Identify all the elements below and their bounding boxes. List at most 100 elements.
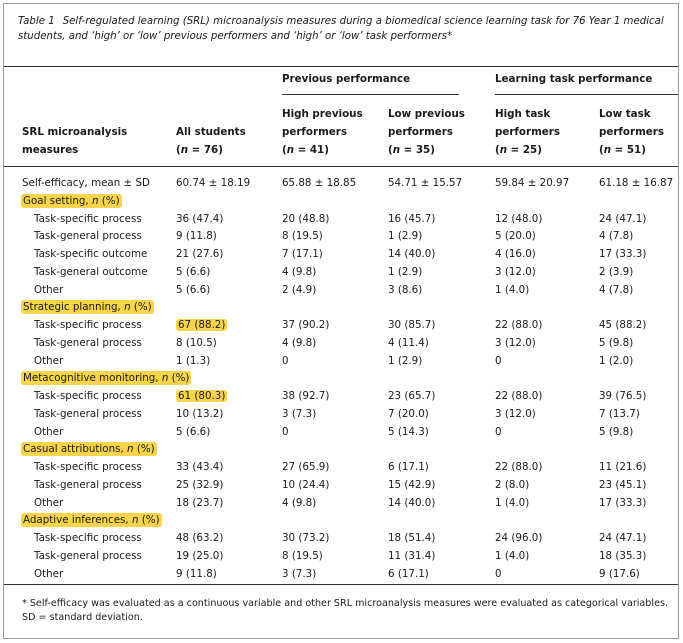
table-cell: 0	[495, 567, 502, 580]
table-cell: 3 (12.0)	[495, 336, 536, 349]
table-cell: 25 (32.9)	[176, 478, 224, 491]
table-cell: 10 (24.4)	[282, 478, 330, 491]
table-cell: 7 (13.7)	[599, 407, 640, 420]
table-cell: 9 (11.8)	[176, 230, 217, 243]
row-label: Other	[34, 354, 64, 367]
table-cell: 1 (2.9)	[388, 265, 423, 278]
table-cell: 19 (25.0)	[176, 549, 224, 562]
table-cell: 1 (2.0)	[599, 354, 634, 367]
table-cell: 23 (45.1)	[599, 478, 647, 491]
section-header: Goal setting, n (%)	[21, 193, 122, 208]
table-cell: 2 (3.9)	[599, 265, 634, 278]
table-cell: 1 (4.0)	[495, 549, 530, 562]
table-cell: 59.84 ± 20.97	[495, 177, 570, 189]
group-rule-previous	[282, 94, 459, 95]
table-cell: 24 (47.1)	[599, 212, 647, 225]
row-label: Task-specific process	[34, 390, 142, 402]
section-header: Strategic planning, n (%)	[21, 300, 154, 315]
col-header-measure: SRL microanalysis measures	[22, 126, 128, 156]
table-cell: 30 (73.2)	[282, 532, 330, 544]
table-cell: 12 (48.0)	[495, 212, 543, 225]
row-label: Other	[34, 425, 64, 438]
table-cell: 3 (7.3)	[282, 407, 317, 420]
table-cell: 54.71 ± 15.57	[388, 177, 463, 189]
table-cell: 1 (2.9)	[388, 354, 423, 367]
section-header: Casual attributions, n (%)	[21, 442, 157, 457]
col-header-all: All students (n = 76)	[176, 126, 246, 156]
table-cell: 9 (11.8)	[176, 567, 217, 580]
table-cell: 5 (6.6)	[176, 283, 211, 296]
table-cell: 38 (92.7)	[282, 390, 330, 402]
table-cell: 45 (88.2)	[599, 319, 647, 331]
table-cell: 17 (33.3)	[599, 248, 647, 260]
group-header-previous: Previous performance	[282, 73, 411, 85]
row-label: Task-specific outcome	[34, 248, 148, 260]
col-header-high-prev: High previous performers (n = 41)	[282, 108, 363, 156]
row-label: Task-general process	[34, 407, 142, 420]
table-cell: 1 (1.3)	[176, 354, 211, 367]
table-cell: 7 (20.0)	[388, 407, 429, 420]
row-label: Task-specific process	[34, 319, 142, 331]
table-cell: 30 (85.7)	[388, 319, 436, 331]
table-cell: 5 (6.6)	[176, 425, 211, 438]
table-cell: 22 (88.0)	[495, 461, 543, 473]
col-header-low-task: Low task performers (n = 51)	[599, 108, 664, 156]
table-cell: 3 (7.3)	[282, 567, 317, 580]
table-cell: 4 (11.4)	[388, 336, 429, 349]
table-cell: 23 (65.7)	[388, 390, 436, 402]
table-cell: 5 (20.0)	[495, 230, 536, 243]
table-cell: 5 (9.8)	[599, 425, 634, 438]
table-cell: 7 (17.1)	[282, 248, 323, 260]
row-label: Task-general process	[34, 336, 142, 349]
table-cell: 22 (88.0)	[495, 319, 543, 331]
table-cell: 22 (88.0)	[495, 390, 543, 402]
table-cell: 17 (33.3)	[599, 496, 647, 509]
table-caption: Table 1 Self-regulated learning (SRL) mic…	[18, 14, 668, 44]
table-cell: 5 (6.6)	[176, 265, 211, 278]
table-cell: 14 (40.0)	[388, 496, 436, 509]
caption-label: Table 1	[18, 16, 55, 27]
table-cell: 18 (23.7)	[176, 496, 224, 509]
table-cell: 0	[282, 354, 289, 367]
table-cell: 14 (40.0)	[388, 248, 436, 260]
caption-text: Self-regulated learning (SRL) microanaly…	[18, 16, 664, 42]
table-cell: 6 (17.1)	[388, 461, 429, 473]
header-rule	[4, 166, 678, 167]
bottom-rule	[4, 584, 678, 585]
table-cell: 4 (7.8)	[599, 283, 634, 296]
table-cell: 21 (27.6)	[176, 248, 224, 260]
table-cell: 5 (14.3)	[388, 425, 429, 438]
table-cell: 15 (42.9)	[388, 478, 436, 491]
group-header-task: Learning task performance	[495, 73, 653, 85]
table-cell: 6 (17.1)	[388, 567, 429, 580]
table-cell: 3 (12.0)	[495, 265, 536, 278]
section-header: Metacognitive monitoring, n (%)	[21, 371, 192, 386]
table-frame	[3, 3, 679, 639]
row-label: Task-general process	[34, 549, 142, 562]
top-rule	[4, 66, 678, 67]
row-label: Task-specific process	[34, 212, 142, 225]
row-label: Other	[34, 496, 64, 509]
table-cell: 8 (19.5)	[282, 549, 323, 562]
table-cell: 20 (48.8)	[282, 212, 330, 225]
table-cell: 24 (96.0)	[495, 532, 543, 544]
table-cell: 4 (7.8)	[599, 230, 634, 243]
table-cell: 11 (31.4)	[388, 549, 436, 562]
table-cell: 0	[282, 425, 289, 438]
table-cell: 1 (2.9)	[388, 230, 423, 243]
col-header-high-task: High task performers (n = 25)	[495, 108, 560, 156]
group-rule-task	[495, 94, 678, 95]
table-cell: 1 (4.0)	[495, 283, 530, 296]
table-cell: 65.88 ± 18.85	[282, 177, 357, 189]
table-cell: 10 (13.2)	[176, 407, 224, 420]
table-cell: 4 (9.8)	[282, 336, 317, 349]
table-cell: 0	[495, 354, 502, 367]
table-cell: 2 (4.9)	[282, 283, 317, 296]
table-cell: 1 (4.0)	[495, 496, 530, 509]
table-cell: 67 (88.2)	[176, 319, 228, 331]
table-cell: 8 (10.5)	[176, 336, 217, 349]
table-cell: 0	[495, 425, 502, 438]
table-footnote: * Self-efficacy was evaluated as a conti…	[22, 597, 672, 625]
table-cell: 3 (12.0)	[495, 407, 536, 420]
table-cell: 2 (8.0)	[495, 478, 530, 491]
